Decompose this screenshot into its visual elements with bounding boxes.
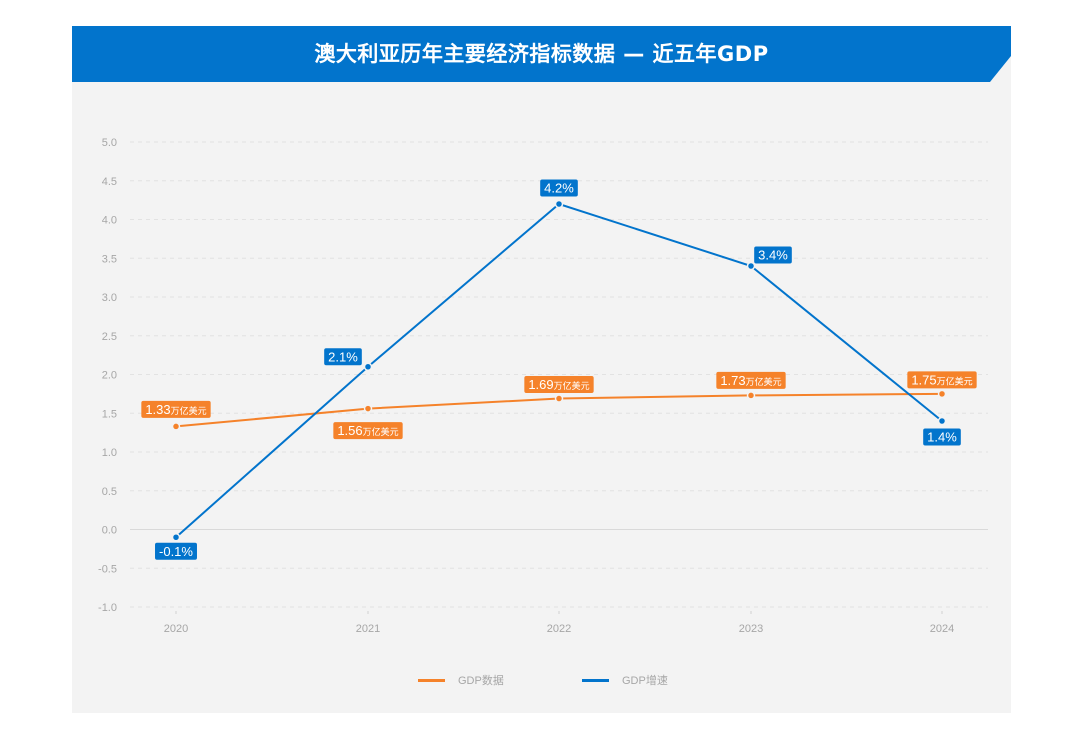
y-tick-label: 0.5 — [102, 486, 117, 498]
y-tick-label: 2.0 — [102, 370, 117, 382]
svg-text:1.73万亿美元: 1.73万亿美元 — [720, 373, 781, 388]
y-tick-label: 3.0 — [102, 292, 117, 304]
svg-text:-0.1%: -0.1% — [159, 544, 193, 559]
legend-item-gdp-growth[interactable]: GDP增速 — [582, 672, 668, 688]
y-tick-label: 3.5 — [102, 253, 117, 265]
legend-swatch-gdp-data — [418, 678, 445, 682]
x-tick-label: 2023 — [739, 623, 763, 635]
gdp-data-point[interactable] — [746, 391, 756, 400]
x-tick-label: 2022 — [547, 623, 571, 635]
gdp-growth-point[interactable] — [937, 416, 947, 426]
legend-swatch-gdp-growth — [582, 678, 609, 682]
gdp-growth-label: 4.2% — [540, 179, 578, 197]
svg-text:1.4%: 1.4% — [927, 430, 957, 445]
gdp-growth-point[interactable] — [746, 261, 756, 271]
gdp-growth-label: 3.4% — [754, 246, 792, 264]
chart-header: 澳大利亚历年主要经济指标数据 — 近五年GDP — [72, 26, 1011, 82]
x-tick-label: 2021 — [356, 623, 380, 635]
gdp-data-point[interactable] — [554, 394, 564, 403]
svg-text:4.2%: 4.2% — [544, 181, 574, 196]
svg-text:2.1%: 2.1% — [328, 349, 358, 364]
svg-text:3.4%: 3.4% — [758, 248, 788, 263]
gdp-growth-point[interactable] — [363, 362, 373, 371]
y-tick-label: 2.5 — [102, 331, 117, 343]
legend-label-gdp-growth: GDP增速 — [622, 675, 668, 687]
gdp-data-label: 1.73万亿美元 — [716, 371, 786, 389]
gdp-growth-point[interactable] — [554, 199, 564, 209]
gdp-growth-label: 1.4% — [923, 428, 961, 446]
y-tick-label: 1.5 — [102, 408, 117, 420]
svg-text:1.33万亿美元: 1.33万亿美元 — [145, 402, 206, 417]
y-tick-label: 5.0 — [102, 137, 117, 149]
legend-item-gdp-data[interactable]: GDP数据 — [418, 672, 504, 688]
header-banner — [72, 26, 1011, 82]
chart-title: 澳大利亚历年主要经济指标数据 — 近五年GDP — [314, 42, 769, 66]
gdp-growth-label: 2.1% — [324, 348, 362, 366]
gdp-data-label: 1.33万亿美元 — [141, 400, 211, 418]
y-tick-label: 4.0 — [102, 215, 117, 227]
gdp-growth-label: -0.1% — [155, 542, 197, 560]
chart-card: 澳大利亚历年主要经济指标数据 — 近五年GDP — [72, 26, 1011, 713]
gdp-data-point[interactable] — [171, 422, 181, 431]
y-tick-label: 0.0 — [102, 525, 117, 537]
y-tick-label: 4.5 — [102, 176, 117, 188]
gdp-data-point[interactable] — [363, 404, 373, 413]
gdp-data-label: 1.56万亿美元 — [333, 422, 403, 440]
y-tick-label: -1.0 — [98, 602, 117, 614]
svg-text:1.56万亿美元: 1.56万亿美元 — [337, 423, 398, 438]
svg-text:1.75万亿美元: 1.75万亿美元 — [911, 372, 972, 387]
y-tick-label: -0.5 — [98, 563, 117, 575]
gdp-data-label: 1.69万亿美元 — [524, 376, 594, 394]
svg-text:1.69万亿美元: 1.69万亿美元 — [528, 377, 589, 392]
y-tick-label: 1.0 — [102, 447, 117, 459]
gdp-data-label: 1.75万亿美元 — [907, 371, 977, 389]
legend-label-gdp-data: GDP数据 — [458, 675, 504, 687]
gdp-data-point[interactable] — [937, 389, 947, 399]
gdp-growth-line — [175, 202, 943, 538]
chart-legend: GDP数据 GDP增速 — [0, 672, 1080, 692]
x-tick-label: 2020 — [164, 623, 188, 635]
gdp-growth-point[interactable] — [171, 533, 181, 542]
x-tick-label: 2024 — [930, 623, 954, 635]
